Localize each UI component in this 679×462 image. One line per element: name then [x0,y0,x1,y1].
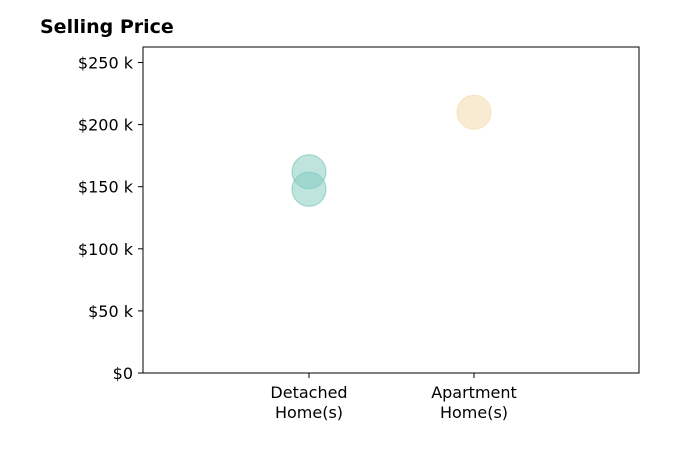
y-tick-label: $150 k [78,178,134,197]
plot-area-frame [142,46,640,374]
y-tick-label: $250 k [78,54,134,73]
data-points [291,94,492,207]
x-tick-label: Detached Home(s) [270,383,347,422]
x-tick-label: Apartment Home(s) [431,383,517,422]
y-tick-label: $200 k [78,116,134,135]
data-point [456,94,492,130]
y-tick-label: $0 [113,364,133,383]
y-tick-label: $100 k [78,240,134,259]
x-axis: Detached Home(s) Apartment Home(s) [270,373,517,422]
data-point [291,171,327,207]
y-axis: $0 $50 k $100 k $150 k $200 k $250 k [78,54,143,383]
y-tick-label: $50 k [88,302,134,321]
chart-title: Selling Price [40,16,174,38]
